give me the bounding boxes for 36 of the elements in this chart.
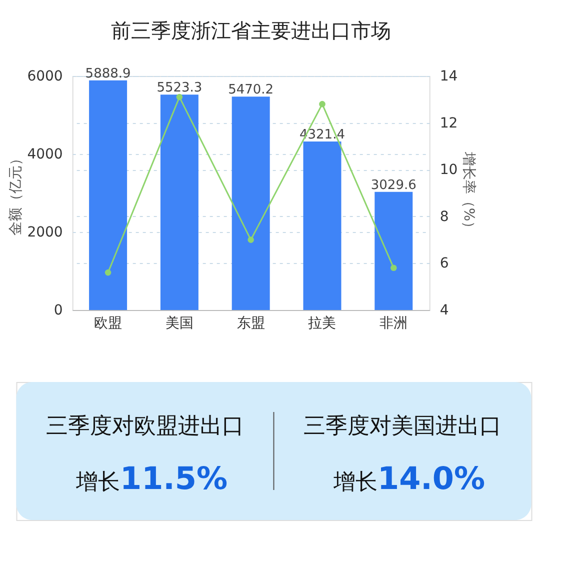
text: 增长11.5% [75, 461, 228, 497]
y2-tick-label: 8 [440, 208, 449, 225]
point [104, 269, 112, 276]
text: 增长14.0% [332, 461, 486, 497]
data-label: 5470.2 [228, 82, 274, 98]
data-label: 5523.3 [156, 80, 202, 96]
x-tick-label: 非洲 [380, 316, 408, 332]
y-tick-label: 4000 [27, 146, 63, 162]
y2-axis-title: 增长率（%） [460, 150, 477, 236]
x-tick-label: 欧盟 [94, 316, 122, 332]
x-tick-label: 东盟 [236, 316, 265, 332]
y2-tick-label: 4 [440, 302, 449, 318]
y-tick-label: 0 [54, 302, 63, 318]
bar [374, 192, 413, 310]
y2-tick-label: 14 [440, 68, 458, 84]
point [390, 264, 397, 272]
text: 三季度对美国进出口 [304, 414, 502, 439]
bar [232, 96, 270, 310]
chart-title: 前三季度浙江省主要进出口市场 [110, 18, 391, 42]
data-label: 3029.6 [370, 178, 416, 193]
data-label: 5888.9 [85, 66, 131, 82]
bar [160, 94, 198, 310]
y2-tick-label: 6 [440, 256, 449, 272]
y-axis-title: 金额（亿元） [8, 152, 24, 236]
point [248, 236, 254, 243]
y2-tick-label: 12 [440, 115, 458, 132]
y-tick-label: 6000 [27, 68, 63, 84]
x-tick-label: 拉美 [308, 316, 336, 332]
text: 三季度对欧盟进出口 [46, 414, 244, 439]
bar [303, 141, 342, 310]
x-tick-label: 美国 [165, 316, 194, 332]
y2-tick-label: 10 [440, 162, 458, 178]
y-tick-label: 2000 [27, 224, 63, 240]
point [319, 100, 326, 108]
point [176, 94, 183, 100]
bar [89, 80, 128, 310]
